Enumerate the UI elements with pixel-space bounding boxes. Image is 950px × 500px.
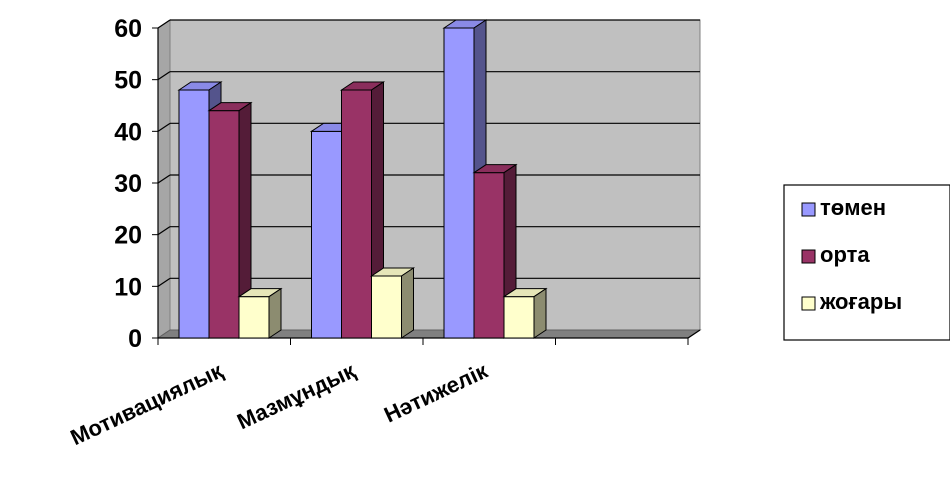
x-axis-depth <box>687 329 701 339</box>
category-label: Мотивациялық <box>67 357 228 450</box>
bars <box>177 19 548 339</box>
bar-side <box>401 267 414 339</box>
bar <box>207 101 253 339</box>
gridline-side <box>157 226 171 236</box>
gridline-side <box>157 71 171 81</box>
bar-front <box>238 296 270 339</box>
y-tick-label: 0 <box>128 325 142 353</box>
gridline-side <box>157 277 171 287</box>
bar-front <box>503 296 535 339</box>
bar-front <box>208 110 240 339</box>
gridline-side <box>157 174 171 184</box>
legend-label: жоғары <box>819 289 902 314</box>
legend: төмен орта жоғары <box>783 184 950 341</box>
bar-front <box>178 89 210 339</box>
gridlines <box>157 19 700 287</box>
legend-swatch <box>801 296 816 311</box>
bar <box>369 267 416 339</box>
legend-label: орта <box>820 242 870 267</box>
legend-swatch <box>801 202 816 217</box>
bar-front <box>371 275 402 339</box>
category-labels: Мотивациялық Мазмұндық Нәтижелік <box>67 357 493 450</box>
y-tick-label: 60 <box>114 15 142 43</box>
bar <box>502 287 548 339</box>
bar-side <box>533 287 547 339</box>
category-label: Нәтижелік <box>380 357 492 427</box>
y-tick-label: 50 <box>114 67 142 95</box>
y-tick-label: 20 <box>114 222 142 250</box>
bar-front <box>341 89 372 339</box>
category-label: Мазмұндық <box>233 357 360 434</box>
y-tick-label: 40 <box>114 118 142 146</box>
legend-swatch <box>801 249 816 264</box>
legend-label: төмен <box>820 195 886 220</box>
y-tick-label: 30 <box>114 170 142 198</box>
y-tick-labels: 0 10 20 30 40 50 60 <box>114 15 142 353</box>
bar-front <box>443 27 475 339</box>
bar-side <box>268 287 282 339</box>
bar-front <box>473 172 505 339</box>
gridline-side <box>157 122 171 132</box>
y-tick-label: 10 <box>114 273 142 301</box>
bar <box>237 287 283 339</box>
gridline-side <box>157 19 171 29</box>
bar-front <box>311 130 342 339</box>
